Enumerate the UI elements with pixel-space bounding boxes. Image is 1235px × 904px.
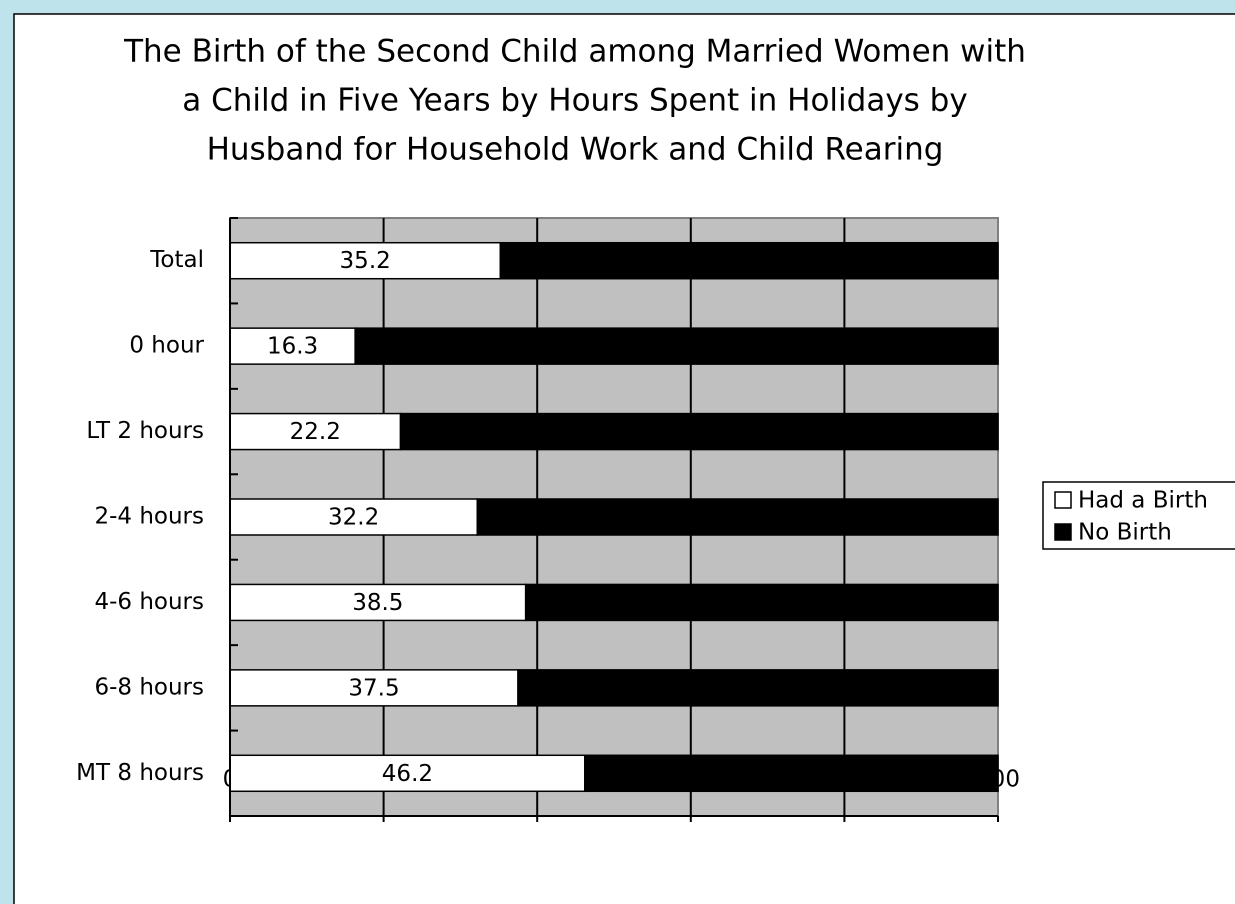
bar-segment bbox=[229, 583, 527, 622]
bar-segment bbox=[229, 498, 479, 536]
data-label: 32.2 bbox=[328, 505, 379, 531]
bar-segment bbox=[476, 498, 999, 536]
chart-title: a Child in Five Years by Hours Spent in … bbox=[182, 83, 967, 119]
legend: Had a Birth No Birth bbox=[1042, 481, 1235, 550]
legend-swatch bbox=[1054, 491, 1072, 509]
data-label: 37.5 bbox=[348, 675, 399, 701]
bar-segment bbox=[517, 669, 999, 707]
bar-segment bbox=[229, 412, 402, 451]
legend-box bbox=[1042, 481, 1235, 550]
data-label: 35.2 bbox=[340, 248, 391, 274]
bar-segment bbox=[499, 241, 999, 280]
y-tick-label: MT 8 hours bbox=[76, 760, 204, 786]
legend-label: No Birth bbox=[1078, 520, 1172, 546]
bar-segment bbox=[229, 754, 586, 793]
bar-segment bbox=[399, 412, 999, 451]
data-label: 16.3 bbox=[267, 334, 318, 360]
legend-swatch bbox=[1054, 523, 1072, 541]
data-label: 38.5 bbox=[352, 590, 403, 616]
bar-segment bbox=[229, 669, 519, 707]
y-tick-label: Total bbox=[149, 247, 204, 273]
data-label: 22.2 bbox=[290, 419, 341, 445]
bar-segment bbox=[229, 241, 502, 280]
y-tick-label: 0 hour bbox=[129, 333, 204, 359]
chart-title: Husband for Household Work and Child Rea… bbox=[207, 132, 944, 168]
bar-segment bbox=[584, 754, 999, 793]
y-tick-label: 4-6 hours bbox=[94, 589, 204, 615]
legend-label: Had a Birth bbox=[1078, 488, 1208, 514]
data-label: 46.2 bbox=[382, 761, 433, 787]
y-tick-label: 2-4 hours bbox=[94, 504, 204, 530]
chart-title: The Birth of the Second Child among Marr… bbox=[123, 34, 1026, 70]
bar-segment bbox=[354, 327, 999, 365]
bar-segment bbox=[524, 583, 999, 622]
y-tick-label: 6-8 hours bbox=[94, 674, 204, 700]
y-tick-label: LT 2 hours bbox=[86, 418, 204, 444]
